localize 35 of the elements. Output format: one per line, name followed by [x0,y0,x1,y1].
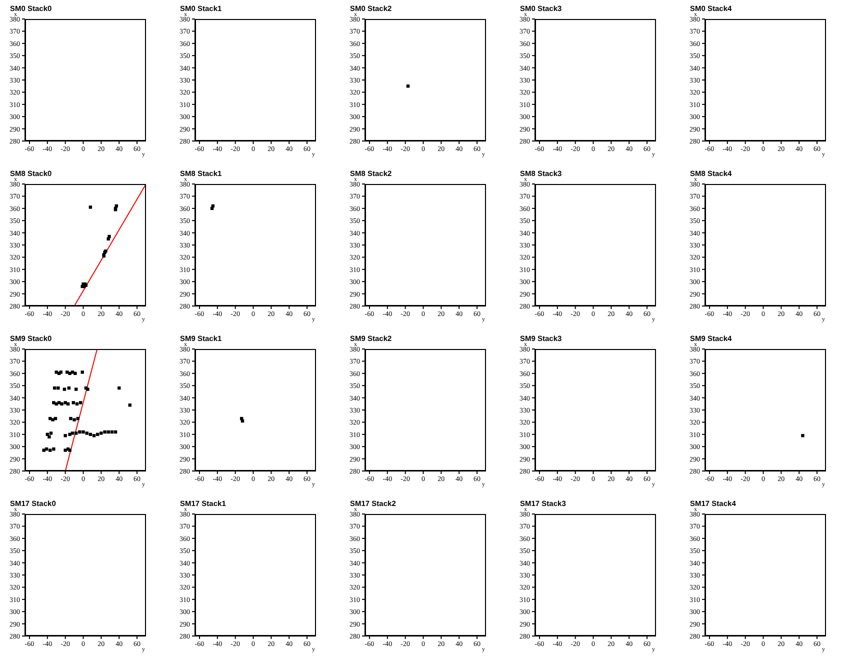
point [88,206,92,209]
point [78,430,82,434]
point [60,402,64,406]
point [49,432,53,435]
point [68,372,72,375]
point [48,435,51,438]
point [72,401,75,404]
point [57,401,61,404]
point [85,432,88,435]
point [64,434,67,438]
point [64,401,67,404]
point [74,388,78,391]
point [74,372,77,375]
point [70,370,74,374]
point [72,418,76,422]
point [82,430,85,434]
point [69,416,72,420]
point [108,234,111,238]
point [68,432,72,436]
point [74,432,78,435]
point [56,386,60,390]
point [80,370,84,374]
point [103,430,106,434]
point [62,388,66,391]
point [70,432,74,435]
point [42,448,46,452]
point [54,370,58,374]
point [78,401,82,404]
point [51,418,54,422]
point [100,432,103,435]
point [64,448,67,452]
point [48,448,52,452]
point [66,370,69,374]
point [52,401,56,404]
point [52,447,56,451]
